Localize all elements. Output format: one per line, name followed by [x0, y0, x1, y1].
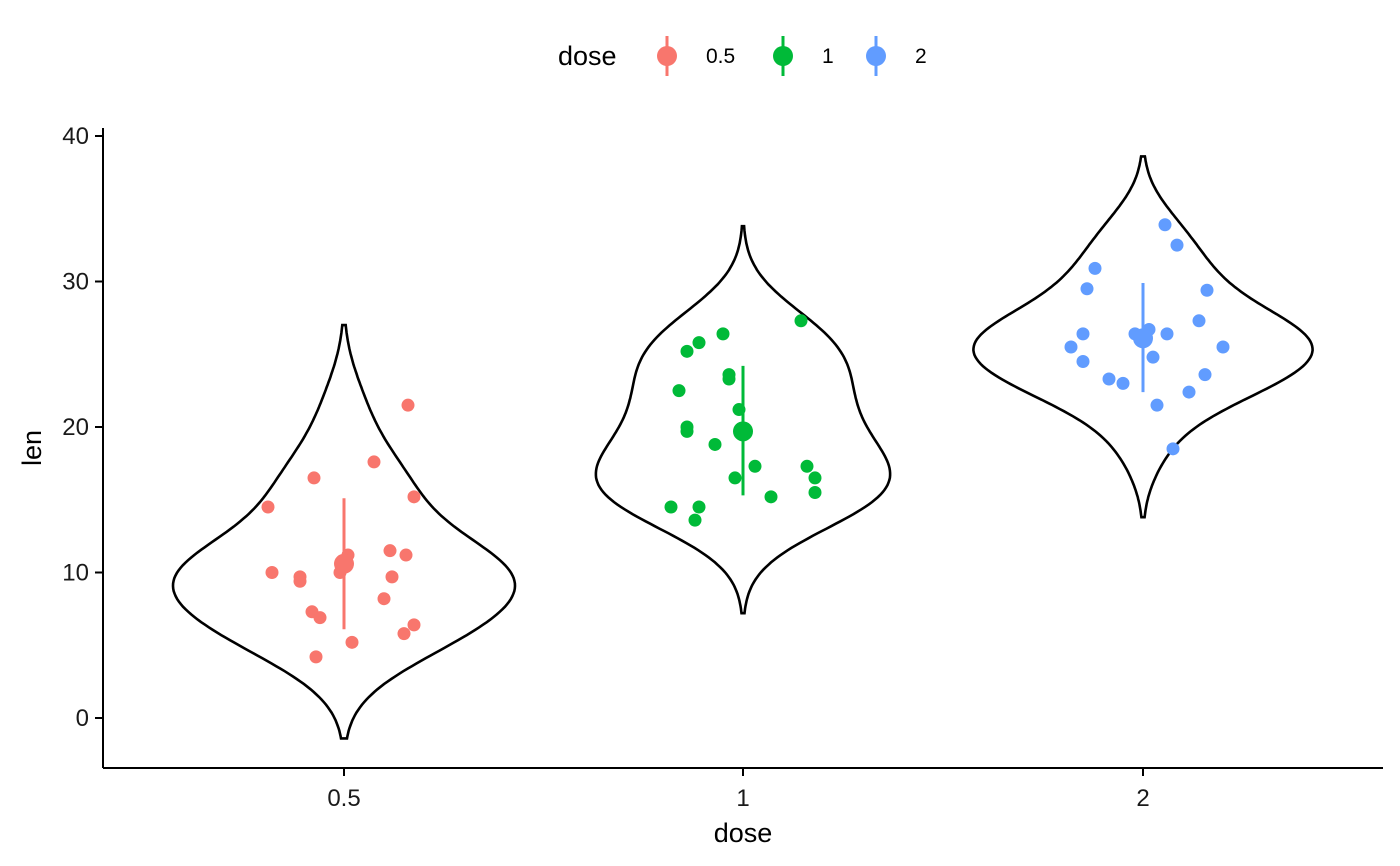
data-point	[385, 570, 399, 584]
y-axis-title: len	[17, 430, 47, 466]
data-point	[1160, 327, 1174, 341]
data-point	[1198, 368, 1212, 382]
x-tick-label: 0.5	[327, 785, 360, 812]
data-point	[407, 490, 421, 504]
legend-label-0.5: 0.5	[706, 45, 735, 68]
legend-label-2: 2	[915, 45, 927, 68]
data-point	[1150, 398, 1164, 412]
data-point	[1102, 372, 1116, 386]
data-point	[688, 513, 702, 527]
legend-key-1	[773, 46, 793, 66]
violin-2	[972, 155, 1314, 519]
data-point	[293, 574, 307, 588]
data-point	[1076, 327, 1090, 341]
data-point	[307, 471, 321, 485]
violins	[171, 155, 1314, 740]
legend-title: dose	[558, 41, 617, 71]
data-point	[1192, 314, 1206, 328]
data-point	[377, 592, 391, 606]
data-point	[722, 372, 736, 386]
data-points	[261, 218, 1230, 664]
data-point	[692, 500, 706, 514]
legend: dose 0.5 1 2	[558, 36, 927, 76]
data-point	[345, 635, 359, 649]
y-tick-label: 40	[62, 123, 89, 150]
summary-mean-0.5	[334, 553, 354, 574]
y-tick-label: 30	[62, 269, 89, 296]
data-point	[1166, 442, 1180, 456]
data-point	[383, 544, 397, 558]
data-point	[708, 437, 722, 451]
data-point	[748, 459, 762, 473]
data-point	[399, 548, 413, 562]
data-point	[367, 455, 381, 469]
data-point	[692, 336, 706, 350]
data-point	[309, 650, 323, 664]
x-tick-label: 1	[736, 785, 749, 812]
data-point	[680, 344, 694, 358]
data-point	[1216, 340, 1230, 354]
x-axis: 0.5 1 2	[103, 767, 1383, 812]
data-point	[1080, 282, 1094, 296]
data-point	[313, 611, 327, 625]
x-axis-title: dose	[714, 818, 773, 848]
data-point	[1088, 261, 1102, 275]
data-point	[794, 314, 808, 328]
data-point	[672, 384, 686, 398]
data-point	[1170, 238, 1184, 252]
data-point	[407, 618, 421, 632]
legend-key-2	[866, 46, 886, 66]
data-point	[1182, 385, 1196, 399]
violin-1	[594, 224, 892, 615]
data-point	[728, 471, 742, 485]
data-point	[265, 566, 279, 579]
data-point	[764, 490, 778, 504]
y-tick-label: 20	[62, 414, 89, 441]
data-point	[1116, 376, 1130, 390]
data-point	[1146, 350, 1160, 364]
summary-mean-1	[733, 421, 753, 442]
data-point	[261, 500, 275, 514]
data-point	[1158, 218, 1172, 232]
summary-mean-2	[1133, 328, 1153, 349]
data-point	[808, 485, 822, 499]
data-point	[1076, 355, 1090, 369]
data-point	[401, 398, 415, 412]
data-point	[1200, 283, 1214, 297]
violin-0.5	[171, 323, 517, 740]
data-point	[808, 471, 822, 485]
data-point	[800, 459, 814, 473]
data-point	[664, 500, 678, 514]
legend-label-1: 1	[822, 45, 834, 68]
legend-key-0.5	[657, 46, 677, 66]
data-point	[1064, 340, 1078, 354]
y-tick-label: 10	[62, 560, 89, 587]
data-point	[397, 627, 411, 641]
x-tick-label: 2	[1136, 785, 1149, 812]
data-point	[680, 420, 694, 434]
data-point	[716, 327, 730, 341]
y-tick-label: 0	[76, 705, 89, 732]
summary-markers	[334, 282, 1153, 630]
y-axis: 0 10 20 30 40	[62, 123, 104, 768]
